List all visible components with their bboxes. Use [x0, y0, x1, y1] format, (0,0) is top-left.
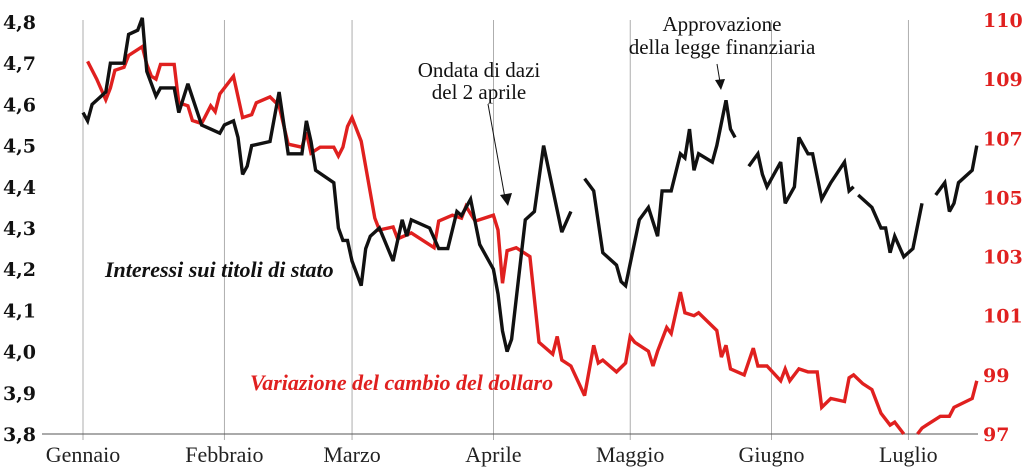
series-bond-yields [81, 17, 979, 353]
annotation-tariffs-arrow [487, 103, 506, 199]
x-tick-label: Febbraio [185, 442, 263, 467]
left-tick-label: 4,5 [3, 136, 36, 158]
series-line-segment [86, 43, 906, 436]
annotation-budget-arrow [716, 63, 721, 83]
right-tick-label: 105 [983, 187, 1023, 209]
series-line-segment [857, 193, 924, 260]
x-tick-label: Luglio [879, 442, 938, 467]
left-tick-label: 3,9 [3, 383, 36, 405]
x-tick-label: Maggio [596, 442, 664, 467]
right-tick-label: 110 [983, 10, 1023, 32]
annotation-budget-line1: Approvazione [663, 12, 782, 36]
annotation-tariffs-line2: del 2 aprile [432, 80, 526, 104]
series-label-bond-yields: Interessi sui titoli di stato [104, 257, 334, 282]
left-tick-label: 3,8 [3, 424, 36, 446]
right-tick-label: 99 [983, 365, 1009, 387]
left-tick-label: 4,6 [3, 94, 36, 116]
left-tick-label: 4,1 [3, 300, 36, 322]
series-layer [81, 17, 979, 436]
right-axis: 110 109 107 105 103 101 99 97 [983, 10, 1023, 446]
annotation-tariffs-line1: Ondata di dazi [418, 58, 541, 82]
left-tick-label: 4,8 [3, 12, 36, 34]
x-tick-label: Gennaio [46, 442, 121, 467]
series-line-segment [583, 99, 737, 289]
series-line-segment [916, 380, 979, 436]
right-tick-label: 109 [983, 69, 1023, 91]
left-tick-label: 4,7 [3, 53, 36, 75]
left-axis: 4,8 4,7 4,6 4,5 4,4 4,3 4,2 4,1 4,0 3,9 3,8 [3, 12, 36, 446]
right-tick-label: 107 [983, 128, 1023, 150]
right-tick-label: 101 [983, 306, 1023, 328]
annotation-tariffs: Ondata di dazi del 2 aprile [418, 58, 541, 206]
x-tick-label: Aprile [465, 442, 521, 467]
annotation-budget-line2: della legge finanziaria [629, 35, 816, 59]
annotation-budget-law: Approvazione della legge finanziaria [629, 12, 816, 90]
series-dollar-index [86, 43, 979, 436]
x-tick-label: Marzo [323, 442, 380, 467]
arrowhead-icon [715, 79, 725, 90]
right-tick-label: 97 [983, 424, 1009, 446]
series-line-segment [934, 145, 979, 213]
series-label-dollar: Variazione del cambio del dollaro [250, 370, 553, 395]
series-line-segment [81, 17, 573, 353]
series-line-segment [747, 136, 855, 205]
left-tick-label: 4,2 [3, 259, 36, 281]
x-tick-label: Giugno [739, 442, 805, 467]
x-axis: Gennaio Febbraio Marzo Aprile Maggio Giugno Lu… [46, 442, 938, 467]
left-tick-label: 4,4 [3, 177, 36, 199]
left-tick-label: 4,3 [3, 218, 36, 240]
right-tick-label: 103 [983, 247, 1023, 269]
arrowhead-icon [500, 193, 512, 206]
left-tick-label: 4,0 [3, 342, 36, 364]
